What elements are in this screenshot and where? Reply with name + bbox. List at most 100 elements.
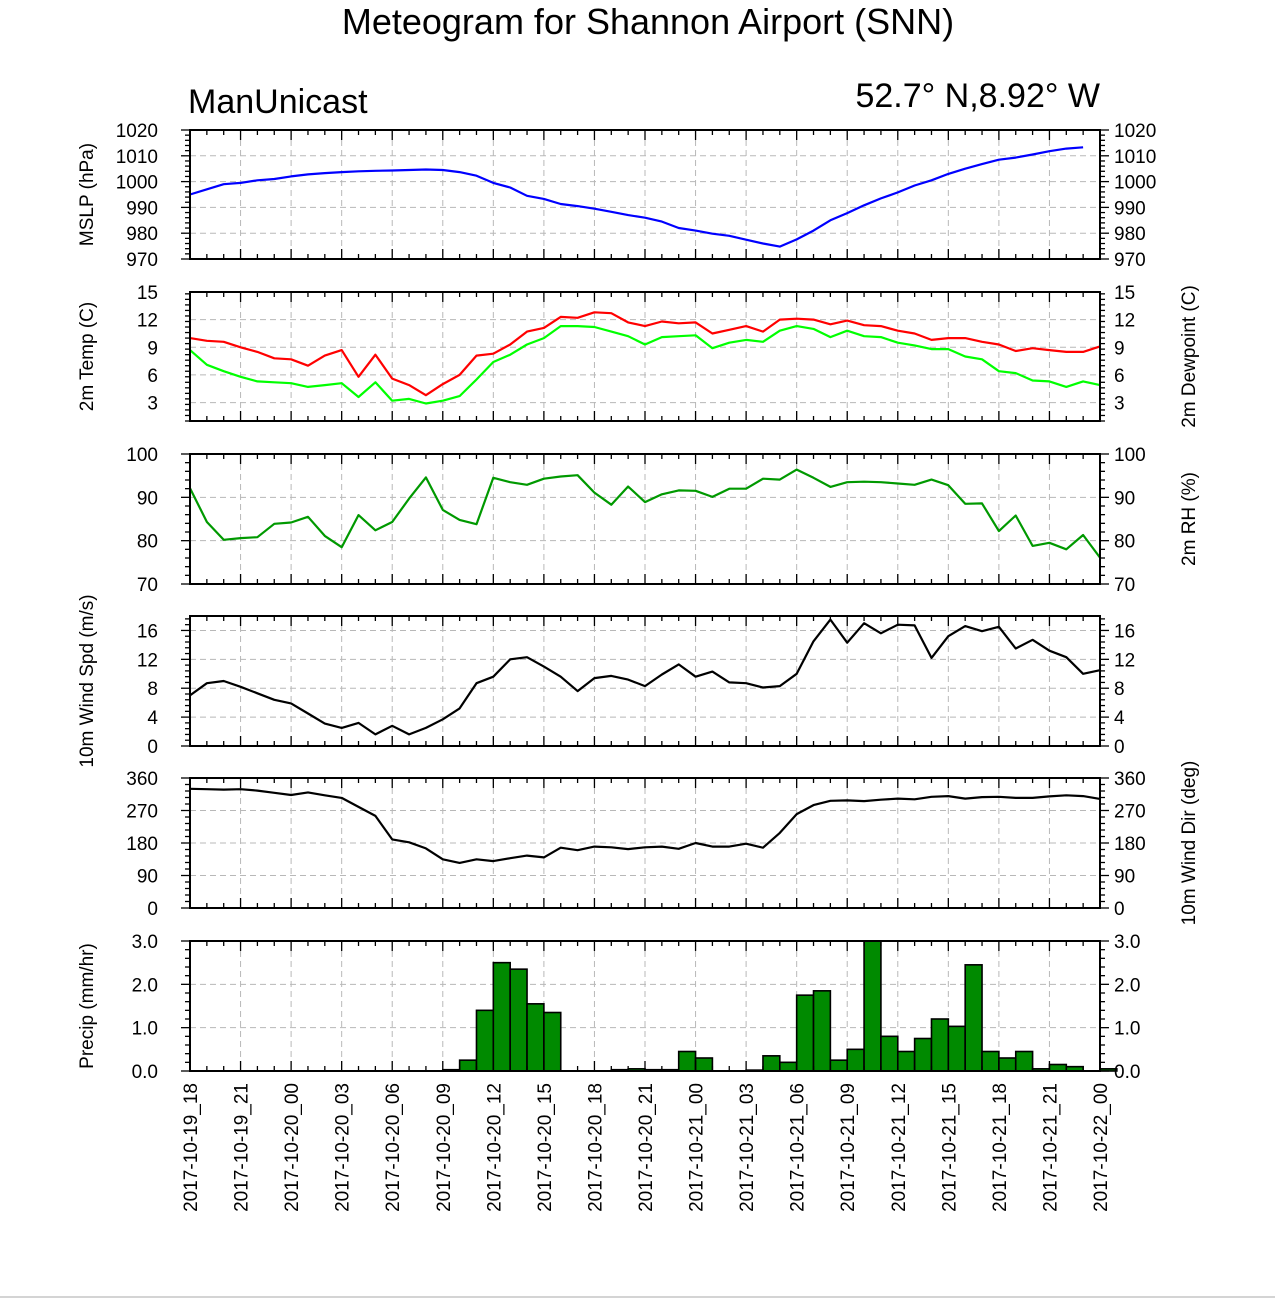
chart-title: Meteogram for Shannon Airport (SNN) (342, 1, 954, 42)
y-tick-label-right: 990 (1114, 198, 1146, 219)
y-tick-label-left: 360 (126, 769, 158, 790)
y-tick-label-right: 980 (1114, 224, 1146, 245)
y-tick-label-left: 70 (137, 575, 158, 596)
y-tick-label-left: 9 (147, 338, 158, 359)
panel-mslp: 970 970 980 980 990 990 1000 1000 1010 1010 1020 10… (77, 121, 1156, 271)
location-coordinates-label: 52.7° N,8.92° W (855, 77, 1100, 115)
x-tick-label: 2017-10-19_21 (232, 1083, 253, 1212)
y-tick-label-right: 1000 (1114, 173, 1156, 194)
y-tick-label-right: 180 (1114, 834, 1146, 855)
x-tick-label: 2017-10-20_12 (484, 1083, 505, 1212)
x-tick-label: 2017-10-21_18 (990, 1083, 1011, 1212)
y-tick-label-right: 100 (1114, 445, 1146, 466)
precip-bar (526, 1003, 545, 1072)
precip-bar (762, 1055, 781, 1072)
precip-bar (981, 1050, 1000, 1072)
series-line-mslp (189, 146, 1084, 248)
y-tick-label-right: 970 (1114, 250, 1146, 271)
y-tick-label-left: 80 (137, 532, 158, 553)
x-tick-label: 2017-10-20_21 (636, 1083, 657, 1212)
y-tick-label-left: 15 (137, 283, 158, 304)
y-tick-label-left: 1020 (116, 121, 158, 142)
panel-precip: 0.0 0.0 1.0 1.0 2.0 2.0 3.0 3.0 Precip (mm/hr) (77, 932, 1140, 1083)
precip-bar (863, 940, 882, 1072)
y-tick-label-right: 2.0 (1114, 975, 1140, 996)
y-tick-label-left: 1.0 (132, 1019, 158, 1040)
y-tick-label-left: 6 (147, 366, 158, 387)
precip-bar (543, 1011, 562, 1072)
panel-wdir: 0 0 90 90 180 180 270 270 360 360 10m Wind Dir (de… (126, 761, 1200, 926)
x-tick-label: 2017-10-21_03 (737, 1083, 758, 1212)
y-tick-label-left: 16 (137, 621, 158, 642)
y-tick-label-right: 360 (1114, 769, 1146, 790)
precip-bar (812, 990, 832, 1072)
series-line-wind (189, 787, 1101, 865)
y-tick-label-right: 9 (1114, 338, 1125, 359)
y-tick-label-right: 90 (1114, 488, 1135, 509)
precip-bar (795, 994, 815, 1072)
x-tick-label: 2017-10-22_00 (1091, 1083, 1112, 1212)
x-tick-label: 2017-10-21_21 (1040, 1083, 1061, 1212)
precip-bar (829, 1059, 849, 1072)
y-tick-label-left: 4 (147, 708, 158, 729)
y-tick-label-left: 0 (147, 737, 158, 758)
y-tick-label-right: 0 (1114, 899, 1125, 920)
x-tick-label: 2017-10-19_18 (181, 1083, 202, 1212)
y-axis-label-left: 2m Temp (C) (77, 302, 98, 411)
y-tick-label-left: 3 (147, 394, 158, 415)
y-axis-label-left: Precip (mm/hr) (77, 943, 98, 1069)
precip-bar (677, 1050, 697, 1072)
y-tick-label-left: 990 (126, 198, 158, 219)
y-tick-label-left: 970 (126, 250, 158, 271)
y-tick-label-left: 12 (137, 311, 158, 332)
y-axis-label-left: 10m Wind Spd (m/s) (77, 594, 98, 767)
y-tick-label-right: 3 (1114, 394, 1125, 415)
precip-bar (947, 1025, 966, 1072)
y-axis-label-right: 2m Dewpoint (C) (1179, 285, 1200, 428)
y-tick-label-right: 70 (1114, 575, 1135, 596)
series-line-rh (189, 468, 1101, 559)
y-tick-label-left: 8 (147, 679, 158, 700)
x-tick-label: 2017-10-20_06 (383, 1083, 404, 1212)
x-tick-label: 2017-10-20_15 (535, 1083, 556, 1212)
x-tick-label: 2017-10-21_00 (687, 1083, 708, 1212)
y-tick-label-right: 16 (1114, 621, 1135, 642)
y-tick-label-left: 90 (137, 867, 158, 888)
precip-bar (694, 1057, 714, 1072)
y-tick-label-right: 0 (1114, 737, 1125, 758)
y-tick-label-left: 1000 (116, 173, 158, 194)
x-tick-label: 2017-10-21_06 (788, 1083, 809, 1212)
y-tick-label-right: 12 (1114, 650, 1135, 671)
y-tick-label-right: 0.0 (1114, 1062, 1140, 1083)
y-tick-label-left: 2.0 (132, 975, 158, 996)
x-tick-label: 2017-10-20_18 (585, 1083, 606, 1212)
y-tick-label-right: 90 (1114, 867, 1135, 888)
y-tick-label-left: 270 (126, 802, 158, 823)
y-tick-label-right: 1.0 (1114, 1019, 1140, 1040)
y-axis-label-left: MSLP (hPa) (77, 143, 98, 246)
panel-rh: 70 70 80 80 90 90 100 100 2m RH (%) (126, 445, 1200, 596)
y-tick-label-right: 12 (1114, 311, 1135, 332)
series-line-dewpoint (189, 325, 1101, 405)
y-axis-label-right: 10m Wind Dir (deg) (1179, 761, 1200, 926)
y-tick-label-left: 180 (126, 834, 158, 855)
y-tick-label-right: 6 (1114, 366, 1125, 387)
panel-wspd: 0 0 4 4 8 8 12 12 16 16 10m Wind Spd (m/s) (77, 594, 1135, 767)
y-tick-label-left: 0.0 (132, 1062, 158, 1083)
precip-bar (846, 1048, 865, 1072)
series-line-wind (189, 618, 1101, 736)
series-line-temp (189, 311, 1101, 397)
y-tick-label-right: 80 (1114, 532, 1135, 553)
x-tick-label: 2017-10-20_00 (282, 1083, 303, 1212)
x-tick-label: 2017-10-20_03 (333, 1083, 354, 1212)
model-name-label: ManUnicast (188, 83, 368, 121)
precip-bar (475, 1009, 495, 1072)
y-tick-label-left: 1010 (116, 147, 158, 168)
precip-bar (1014, 1050, 1034, 1072)
time-axis: 2017-10-19_18 2017-10-19_21 2017-10-20_00 2… (181, 1083, 1112, 1212)
y-tick-label-right: 1010 (1114, 147, 1156, 168)
y-axis-label-right: 2m RH (%) (1179, 472, 1200, 566)
y-tick-label-left: 90 (137, 488, 158, 509)
